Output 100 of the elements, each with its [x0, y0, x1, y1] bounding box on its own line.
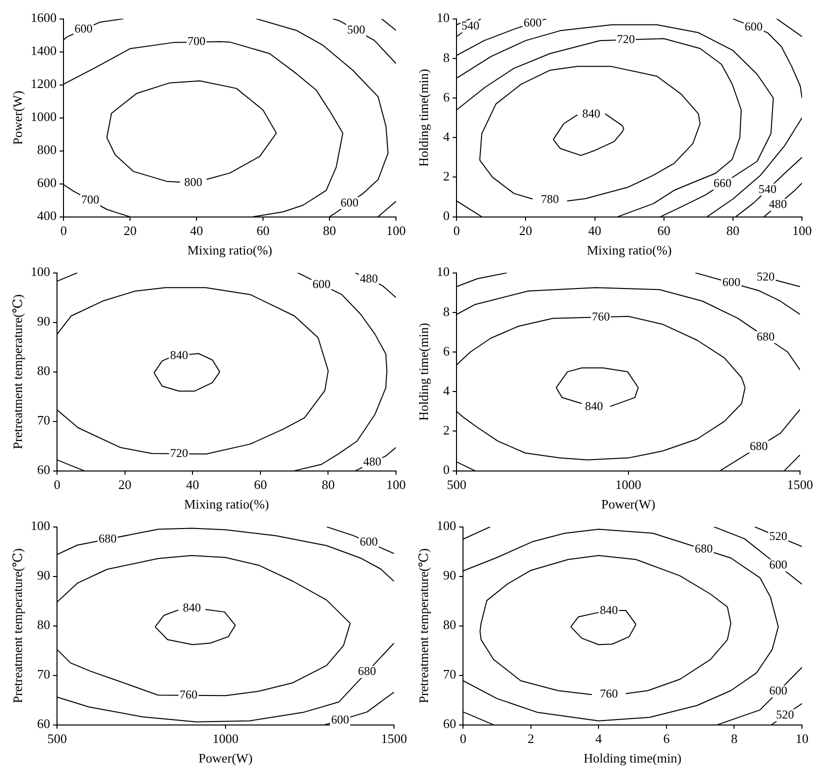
y-tick-label: 70 [37, 666, 50, 682]
annotation: 680 [750, 438, 768, 453]
y-tick-label: 60 [443, 716, 456, 732]
y-tick-label: 6 [443, 343, 450, 358]
x-tick-label: 2 [528, 731, 534, 746]
y-tick-label: 80 [37, 617, 50, 632]
annotation: 600 [74, 22, 93, 36]
x-tick-label: 60 [657, 223, 670, 238]
annotation: 600 [331, 712, 350, 726]
x-axis-title: Power(W) [601, 496, 656, 512]
annotation: 520 [776, 708, 794, 722]
y-tick-label: 60 [37, 462, 50, 478]
annotation: 600 [360, 534, 378, 549]
y-tick-label: 90 [37, 568, 50, 583]
y-tick-label: 1000 [30, 109, 57, 124]
x-tick-label: 100 [386, 477, 406, 492]
annotation: 600 [722, 275, 740, 290]
annotation: 500 [347, 22, 366, 36]
y-tick-label: 6 [443, 89, 450, 104]
y-tick-label: 100 [30, 264, 50, 280]
x-tick-label: 8 [730, 731, 738, 746]
annotation: 540 [461, 18, 480, 33]
y-tick-label: 70 [443, 666, 456, 682]
y-tick-label: 1600 [30, 10, 57, 26]
x-axis-title: Mixing ratio(%) [184, 496, 269, 512]
annotation: 600 [744, 19, 763, 34]
x-tick-label: 500 [47, 731, 67, 746]
x-axis-title: Mixing ratio(%) [187, 242, 272, 258]
annotation: 840 [582, 106, 600, 121]
y-tick-label: 10 [436, 264, 450, 280]
y-tick-label: 80 [37, 363, 50, 378]
y-tick-label: 4 [443, 383, 450, 398]
y-tick-label: 90 [443, 568, 456, 583]
y-tick-label: 8 [443, 50, 450, 65]
x-axis-title: Holding time(min) [584, 750, 682, 766]
annotation: 840 [600, 603, 618, 618]
x-tick-label: 80 [322, 477, 335, 492]
annotation: 700 [188, 34, 206, 48]
x-tick-label: 40 [190, 223, 204, 238]
y-axis-title: Pretreatment temperature(℃) [10, 548, 26, 704]
annotation: 760 [600, 686, 618, 700]
annotation: 680 [98, 531, 117, 546]
annotation: 680 [756, 329, 775, 344]
y-tick-label: 8 [443, 304, 450, 319]
y-tick-label: 100 [30, 518, 50, 534]
y-axis-title: Holding time(min) [416, 322, 432, 421]
x-tick-label: 20 [124, 223, 137, 238]
x-tick-label: 100 [386, 223, 406, 238]
y-tick-label: 1400 [30, 43, 57, 58]
y-axis-title: Power(W) [10, 90, 26, 145]
annotation: 680 [358, 664, 376, 678]
annotation: 600 [769, 684, 788, 698]
annotation: 780 [540, 192, 559, 206]
annotation: 680 [694, 542, 713, 556]
x-tick-label: 60 [254, 477, 267, 492]
y-tick-label: 800 [37, 142, 57, 158]
annotation: 840 [182, 600, 201, 615]
y-tick-label: 400 [37, 208, 57, 224]
x-tick-label: 100 [792, 223, 812, 238]
y-tick-label: 600 [37, 175, 57, 190]
annotation: 600 [524, 15, 542, 30]
annotation: 720 [616, 32, 635, 46]
y-tick-label: 60 [37, 716, 50, 732]
x-axis-title: Power(W) [198, 750, 253, 766]
annotation: 760 [592, 309, 610, 324]
y-tick-label: 10 [436, 10, 450, 26]
annotation: 660 [714, 176, 732, 190]
x-tick-label: 0 [60, 223, 67, 238]
x-tick-label: 80 [323, 223, 336, 238]
y-tick-label: 2 [443, 422, 450, 438]
annotation: 600 [769, 558, 788, 572]
y-axis-title: Holding time(min) [416, 68, 432, 167]
x-tick-label: 1500 [381, 731, 407, 746]
annotation: 840 [170, 348, 188, 362]
x-tick-label: 500 [446, 477, 466, 492]
y-tick-label: 1200 [30, 76, 57, 92]
y-tick-label: 4 [443, 129, 450, 144]
annotation: 700 [81, 192, 100, 206]
annotation: 840 [584, 399, 603, 414]
x-tick-label: 1000 [615, 477, 642, 492]
annotation: 480 [363, 454, 382, 469]
x-tick-label: 20 [118, 477, 132, 492]
y-axis-title: Pretreatment temperature(℃) [10, 294, 26, 450]
x-tick-label: 4 [595, 731, 602, 746]
x-tick-label: 80 [726, 223, 740, 238]
x-tick-label: 1500 [787, 477, 813, 492]
x-axis-title: Mixing ratio(%) [586, 242, 672, 258]
x-tick-label: 1000 [212, 731, 239, 746]
annotation: 800 [184, 174, 202, 189]
x-tick-label: 60 [256, 223, 270, 238]
x-tick-label: 20 [519, 223, 532, 238]
x-tick-label: 40 [588, 223, 602, 238]
x-tick-label: 40 [186, 477, 200, 492]
annotation: 480 [768, 197, 787, 212]
y-tick-label: 0 [443, 208, 450, 224]
annotation: 760 [179, 688, 198, 702]
y-tick-label: 0 [443, 462, 450, 478]
x-tick-label: 6 [663, 731, 670, 746]
x-tick-label: 10 [796, 731, 808, 746]
annotation: 720 [170, 446, 188, 460]
